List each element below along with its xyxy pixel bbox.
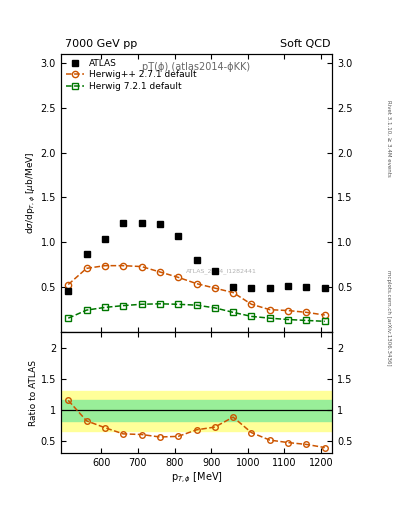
Herwig++ 2.7.1 default <box>66 282 71 288</box>
Line: Herwig++ 2.7.1 default: Herwig++ 2.7.1 default <box>65 263 328 318</box>
Herwig 7.2.1 default <box>121 303 126 309</box>
Herwig 7.2.1 default <box>249 313 254 319</box>
Herwig 7.2.1 default <box>322 318 327 325</box>
ATLAS <box>84 251 89 257</box>
Herwig++ 2.7.1 default <box>158 269 162 275</box>
Herwig++ 2.7.1 default <box>176 274 180 281</box>
Herwig 7.2.1 default <box>158 301 162 307</box>
Text: Rivet 3.1.10, ≥ 3.4M events: Rivet 3.1.10, ≥ 3.4M events <box>386 100 391 177</box>
Herwig++ 2.7.1 default <box>267 307 272 313</box>
ATLAS <box>286 283 290 289</box>
Text: Soft QCD: Soft QCD <box>280 38 330 49</box>
Herwig 7.2.1 default <box>84 307 89 313</box>
ATLAS <box>121 220 126 226</box>
Herwig++ 2.7.1 default <box>103 263 107 269</box>
Line: Herwig 7.2.1 default: Herwig 7.2.1 default <box>65 301 328 325</box>
ATLAS <box>231 284 235 290</box>
ATLAS <box>213 268 217 274</box>
Herwig 7.2.1 default <box>213 305 217 311</box>
Herwig++ 2.7.1 default <box>84 265 89 271</box>
Herwig++ 2.7.1 default <box>139 264 144 270</box>
Herwig 7.2.1 default <box>194 302 199 308</box>
Herwig 7.2.1 default <box>139 301 144 307</box>
Legend: ATLAS, Herwig++ 2.7.1 default, Herwig 7.2.1 default: ATLAS, Herwig++ 2.7.1 default, Herwig 7.… <box>64 57 198 93</box>
ATLAS <box>139 220 144 226</box>
ATLAS <box>249 285 254 291</box>
ATLAS <box>176 233 180 239</box>
ATLAS <box>66 288 71 294</box>
ATLAS <box>103 236 107 242</box>
Herwig++ 2.7.1 default <box>213 285 217 291</box>
ATLAS <box>267 285 272 291</box>
Text: 7000 GeV pp: 7000 GeV pp <box>65 38 137 49</box>
Herwig++ 2.7.1 default <box>322 312 327 318</box>
Herwig++ 2.7.1 default <box>231 289 235 295</box>
Herwig 7.2.1 default <box>267 315 272 321</box>
ATLAS <box>158 221 162 227</box>
Y-axis label: d$\sigma$/dp$_{T,\phi}$ [$\mu$b/MeV]: d$\sigma$/dp$_{T,\phi}$ [$\mu$b/MeV] <box>25 152 38 234</box>
Herwig++ 2.7.1 default <box>286 308 290 314</box>
ATLAS <box>322 285 327 291</box>
Herwig 7.2.1 default <box>103 304 107 310</box>
Y-axis label: Ratio to ATLAS: Ratio to ATLAS <box>29 359 38 425</box>
Text: mcplots.cern.ch [arXiv:1306.3436]: mcplots.cern.ch [arXiv:1306.3436] <box>386 270 391 365</box>
Herwig++ 2.7.1 default <box>121 263 126 269</box>
Herwig++ 2.7.1 default <box>304 309 309 315</box>
X-axis label: p$_{T,\phi}$ [MeV]: p$_{T,\phi}$ [MeV] <box>171 471 222 485</box>
ATLAS <box>304 284 309 290</box>
Text: pT(ϕ) (atlas2014-ϕKK): pT(ϕ) (atlas2014-ϕKK) <box>142 62 251 72</box>
Herwig++ 2.7.1 default <box>194 281 199 287</box>
Line: ATLAS: ATLAS <box>65 220 328 294</box>
Herwig 7.2.1 default <box>66 315 71 321</box>
Herwig 7.2.1 default <box>231 309 235 315</box>
Herwig 7.2.1 default <box>176 301 180 307</box>
Text: ATLAS_2014_I1282441: ATLAS_2014_I1282441 <box>185 268 256 274</box>
Herwig 7.2.1 default <box>286 316 290 323</box>
ATLAS <box>194 257 199 263</box>
Herwig++ 2.7.1 default <box>249 301 254 307</box>
Herwig 7.2.1 default <box>304 317 309 324</box>
